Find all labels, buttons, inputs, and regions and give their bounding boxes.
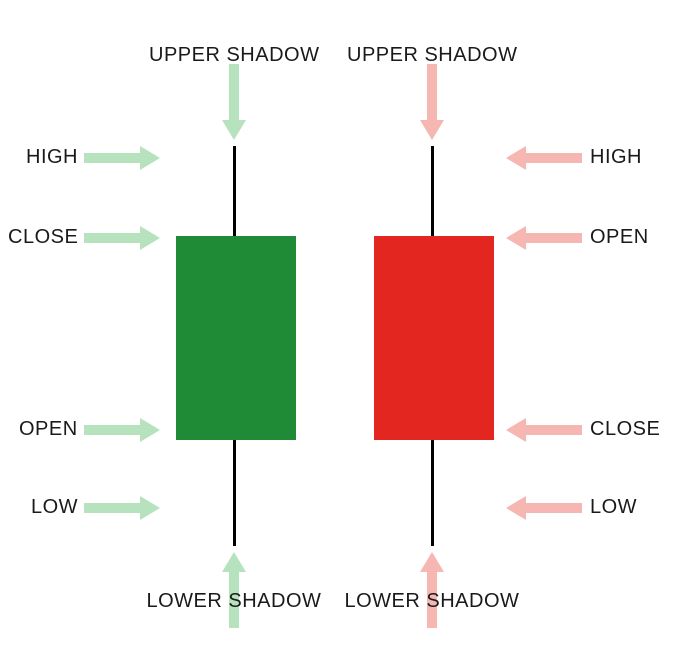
red-upper-shadow-arrow — [420, 64, 444, 140]
green-upper-wick — [233, 146, 236, 236]
green-upper-shadow-label: UPPER SHADOW — [149, 44, 319, 67]
red-lower-wick — [431, 436, 434, 546]
green-low-label: LOW — [31, 496, 78, 519]
red-low-arrow — [506, 496, 582, 520]
green-close-label: CLOSE — [8, 226, 78, 249]
red-lower-shadow-label: LOWER SHADOW — [345, 590, 520, 613]
green-candle-body — [176, 236, 296, 440]
green-open-arrow — [84, 418, 160, 442]
red-open-label: OPEN — [590, 226, 649, 249]
candlestick-diagram: HIGH CLOSE OPEN LOW UPPER SHADOW LOWER SHADOW… — [0, 0, 678, 664]
green-low-arrow — [84, 496, 160, 520]
green-open-label: OPEN — [19, 418, 78, 441]
red-close-arrow — [506, 418, 582, 442]
green-close-arrow — [84, 226, 160, 250]
green-high-label: HIGH — [26, 146, 78, 169]
green-upper-shadow-arrow — [222, 64, 246, 140]
red-high-label: HIGH — [590, 146, 642, 169]
red-upper-wick — [431, 146, 434, 236]
red-candle-body — [374, 236, 494, 440]
green-high-arrow — [84, 146, 160, 170]
green-lower-shadow-label: LOWER SHADOW — [147, 590, 322, 613]
red-high-arrow — [506, 146, 582, 170]
green-lower-wick — [233, 436, 236, 546]
red-open-arrow — [506, 226, 582, 250]
red-low-label: LOW — [590, 496, 637, 519]
red-upper-shadow-label: UPPER SHADOW — [347, 44, 517, 67]
red-close-label: CLOSE — [590, 418, 660, 441]
